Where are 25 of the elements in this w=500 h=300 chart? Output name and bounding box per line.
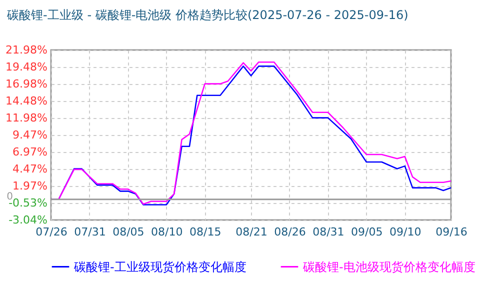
y-tick-label: 1.97% [12, 179, 48, 192]
x-tick-label: 09/16 [436, 226, 468, 238]
y-tick-label: 11.98% [6, 111, 48, 124]
x-tick-label: 08/10 [151, 226, 183, 238]
y-tick-label: 19.48% [6, 60, 48, 74]
x-tick-label: 09/05 [351, 226, 383, 238]
y-tick-label: 16.98% [6, 77, 48, 90]
y-tick-label: 6.97% [12, 145, 48, 158]
x-tick-label: 08/15 [189, 226, 222, 238]
legend-label: 碳酸锂-工业级现货价格变化幅度 [73, 260, 246, 274]
y-tick-label: 4.47% [12, 162, 48, 176]
y-tick-label: -3.04% [8, 214, 48, 226]
chart-title: 碳酸锂-工业级 - 碳酸锂-电池级 价格趋势比较(2025-07-26 - 2025-09-16) [6, 8, 408, 22]
x-tick-label: 07/26 [36, 226, 68, 238]
y-tick-label: 14.48% [6, 94, 48, 108]
y-tick-label: 21.98% [6, 44, 48, 56]
x-tick-label: 09/10 [389, 226, 422, 238]
ref-line-label: 0 [6, 191, 13, 202]
legend-label: 碳酸锂-电池级现货价格变化幅度 [302, 260, 476, 274]
x-tick-label: 07/31 [74, 226, 106, 238]
x-tick-label: 08/05 [112, 226, 144, 238]
x-tick-label: 08/31 [312, 226, 344, 238]
y-tick-label: 9.47% [12, 128, 48, 142]
x-tick-label: 08/26 [274, 226, 306, 238]
x-tick-label: 08/21 [236, 226, 268, 238]
